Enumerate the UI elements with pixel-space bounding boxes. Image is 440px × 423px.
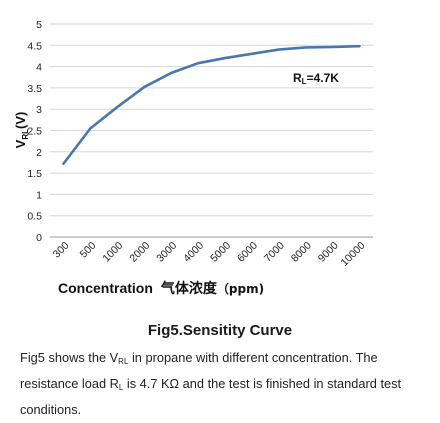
x-tick-label: 10000 — [339, 240, 368, 269]
gridlines — [50, 23, 373, 238]
x-axis-label: Concentration 气体浓度（ppm) — [58, 280, 264, 297]
y-tick-label: 1 — [36, 189, 42, 201]
data-point — [331, 46, 334, 48]
y-tick-label: 2.5 — [27, 126, 42, 138]
x-tick-label: 8000 — [289, 240, 314, 265]
figure-description: Fig5 shows the VRL in propane with diffe… — [20, 350, 402, 417]
y-tick-labels: 0 0.5 1 1.5 2 2.5 3 3.5 4 4.5 5 — [27, 19, 42, 244]
x-tick-label: 300 — [51, 240, 72, 261]
annotation-rl: RL=4.7K — [293, 71, 339, 86]
figure-caption: Fig5.Sensitity Curve — [147, 322, 293, 339]
x-tick-label: 4000 — [181, 240, 206, 265]
y-tick-label: 4 — [36, 62, 42, 74]
data-point — [197, 62, 199, 64]
data-point — [224, 57, 226, 59]
x-tick-label: 6000 — [235, 240, 260, 265]
y-tick-label: 4.5 — [27, 40, 42, 52]
x-tick-label: 5000 — [208, 240, 233, 265]
y-tick-label: 1.5 — [27, 168, 42, 180]
data-point — [62, 162, 65, 165]
sensitivity-chart: 0 0.5 1 1.5 2 2.5 3 3.5 4 4.5 5 300 500 1000 2000 3000… — [13, 19, 373, 297]
x-tick-label: 9000 — [316, 240, 341, 265]
data-point — [277, 48, 280, 51]
data-point — [89, 127, 92, 130]
x-tick-label: 1000 — [100, 240, 125, 265]
data-point — [143, 86, 146, 88]
data-point — [170, 72, 172, 74]
data-point — [116, 106, 119, 108]
x-tick-label: 7000 — [262, 240, 287, 265]
y-tick-label: 3 — [36, 104, 42, 116]
y-axis-label: VRL(V) — [13, 112, 30, 149]
y-tick-label: 0 — [36, 232, 42, 244]
x-tick-labels: 300 500 1000 2000 3000 4000 5000 6000 7000 8000 90… — [51, 240, 368, 269]
x-tick-label: 500 — [78, 240, 99, 261]
data-point — [251, 53, 253, 55]
series-line — [62, 44, 361, 166]
y-tick-label: 0.5 — [27, 211, 42, 223]
y-tick-label: 5 — [36, 19, 42, 31]
y-tick-label: 2 — [36, 147, 42, 159]
series-line-path — [62, 44, 361, 166]
data-point — [358, 45, 361, 47]
x-tick-label: 2000 — [127, 240, 152, 265]
x-tick-label: 3000 — [154, 240, 179, 265]
data-point — [304, 46, 307, 49]
y-tick-label: 3.5 — [27, 83, 42, 95]
